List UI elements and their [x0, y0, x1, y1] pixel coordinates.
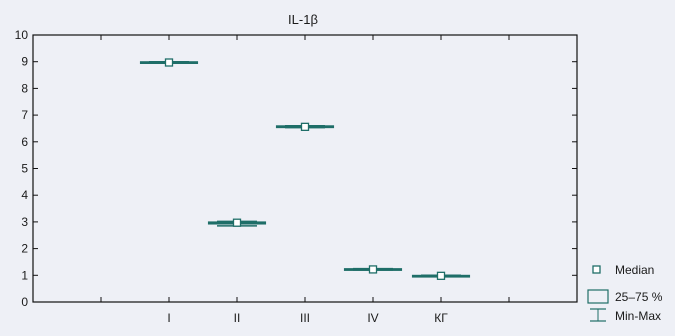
y-tick-label: 4 — [21, 188, 28, 202]
median-marker — [300, 122, 310, 131]
box-2 — [207, 218, 267, 227]
y-tick-label: 5 — [21, 162, 28, 176]
y-tick-label: 8 — [21, 81, 28, 95]
y-tick-label: 1 — [21, 268, 28, 282]
x-tick-label: IV — [367, 311, 378, 325]
chart-title: IL-1β — [288, 12, 318, 27]
y-tick-label: 9 — [21, 55, 28, 69]
legend-median-swatch — [592, 265, 601, 274]
median-marker — [368, 265, 378, 274]
y-tick-label: 6 — [21, 135, 28, 149]
legend: Median 25–75 % Min-Max — [587, 263, 663, 323]
plot-area-frame — [32, 34, 578, 303]
median-marker — [164, 58, 174, 67]
median-marker — [232, 218, 242, 227]
box-3 — [275, 122, 335, 131]
y-tick-label: 7 — [21, 108, 28, 122]
x-tick-label: III — [300, 311, 310, 325]
y-axis: 0 1 2 3 4 5 6 7 8 9 10 — [15, 28, 577, 309]
box-5 — [411, 271, 471, 280]
legend-label: Median — [615, 263, 654, 277]
legend-label: Min-Max — [615, 309, 661, 323]
box-series — [139, 58, 471, 280]
box-1 — [139, 58, 199, 67]
x-tick-label: КГ — [434, 311, 448, 325]
x-axis: I II III IV КГ — [100, 35, 510, 325]
legend-label: 25–75 % — [615, 290, 663, 304]
y-tick-label: 3 — [21, 215, 28, 229]
x-tick-label: II — [234, 311, 241, 325]
y-tick-label: 2 — [21, 242, 28, 256]
y-tick-label: 0 — [21, 295, 28, 309]
median-marker — [436, 271, 446, 280]
x-tick-label: I — [167, 311, 170, 325]
y-tick-label: 10 — [15, 28, 29, 42]
legend-iqr-swatch — [587, 289, 609, 304]
box-4 — [343, 265, 403, 274]
